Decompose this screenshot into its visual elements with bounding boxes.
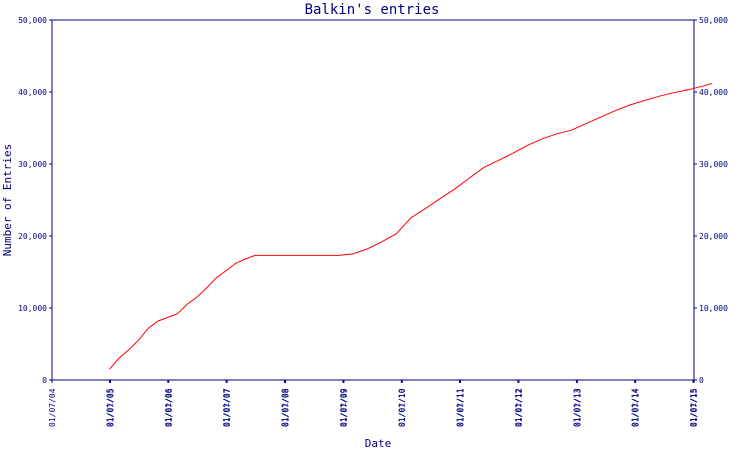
y-tick-label-left: 50,000 — [18, 16, 47, 25]
x-tick-label: 01/01/05 — [106, 388, 115, 427]
x-tick-label: 01/07/15 — [690, 388, 699, 427]
y-axis-left: 0 10,000 20,000 30,000 40,000 50,000 — [18, 16, 52, 385]
y-tick-label-left: 10,000 — [18, 304, 47, 313]
x-tick-label: 01/07/09 — [340, 388, 349, 427]
x-tick-label: 01/07/06 — [165, 388, 174, 427]
x-tick-label: 01/07/08 — [281, 388, 290, 427]
y-tick-label-left: 30,000 — [18, 160, 47, 169]
y-tick-label-right: 0 — [699, 376, 704, 385]
x-tick-label: 01/01/06 — [164, 388, 173, 427]
x-tick-label: 01/07/11 — [457, 388, 466, 427]
x-tick-label: 01/01/11 — [456, 388, 465, 427]
x-tick-label: 01/01/15 — [689, 388, 698, 427]
x-tick-label: 01/01/13 — [572, 388, 581, 427]
x-tick-label: 01/01/12 — [514, 388, 523, 427]
x-tick-label: 01/01/07 — [222, 388, 231, 427]
y-axis-right: 0 10,000 20,000 30,000 40,000 50,000 — [694, 16, 728, 385]
x-tick-label: 01/01/10 — [397, 388, 406, 427]
x-tick-label: 01/07/05 — [106, 388, 115, 427]
x-tick-label: 01/07/07 — [223, 388, 232, 427]
y-tick-label-right: 30,000 — [699, 160, 728, 169]
x-tick-label: 01/07/10 — [398, 388, 407, 427]
x-tick-label: 01/01/14 — [631, 388, 640, 427]
y-tick-label-right: 50,000 — [699, 16, 728, 25]
y-tick-label-right: 20,000 — [699, 232, 728, 241]
x-tick-label: 01/07/12 — [515, 388, 524, 427]
x-tick-label: 01/07/14 — [632, 388, 641, 427]
x-tick-label: 01/01/09 — [339, 388, 348, 427]
x-tick-label: 01/07/04 — [48, 388, 57, 427]
y-tick-label-right: 40,000 — [699, 88, 728, 97]
series-line-entries — [109, 82, 713, 370]
x-tick-label: 01/01/08 — [280, 388, 289, 427]
x-axis-label: Date — [365, 437, 392, 450]
y-axis-label: Number of Entries — [1, 144, 14, 257]
x-tick-label: 01/07/13 — [573, 388, 582, 427]
y-tick-label-right: 10,000 — [699, 304, 728, 313]
plot-area-frame — [51, 19, 695, 381]
y-tick-label-left: 0 — [42, 376, 47, 385]
y-tick-label-left: 20,000 — [18, 232, 47, 241]
chart-title: Balkin's entries — [305, 2, 440, 18]
y-tick-label-left: 40,000 — [18, 88, 47, 97]
